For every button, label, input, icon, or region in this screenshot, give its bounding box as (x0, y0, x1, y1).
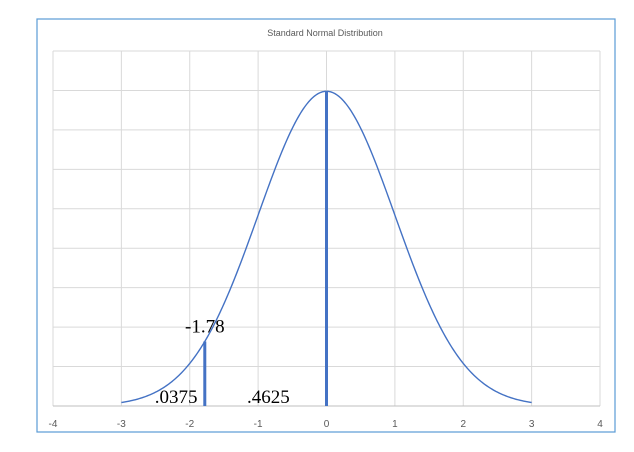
x-tick-label: 4 (597, 419, 603, 430)
x-tick-label: -2 (185, 419, 194, 430)
normal-curve (121, 90, 532, 404)
chart-title: Standard Normal Distribution (267, 28, 383, 38)
x-tick-label: 1 (392, 419, 398, 430)
x-tick-label: 2 (460, 419, 466, 430)
x-axis-tick-labels: -4 -3 -2 -1 0 1 2 3 4 (49, 419, 604, 430)
curve-layer (121, 90, 532, 404)
annotation-z-score: -1.78 (185, 316, 225, 337)
vertical-markers (203, 91, 328, 406)
x-tick-label: -1 (254, 419, 263, 430)
x-tick-label: 3 (529, 419, 535, 430)
annotation-tail-area: .0375 (155, 387, 198, 408)
x-tick-label: -4 (49, 419, 58, 430)
x-tick-label: 0 (324, 419, 330, 430)
x-tick-label: -3 (117, 419, 126, 430)
annotations: -1.78 .0375 .4625 (155, 316, 290, 408)
annotation-middle-area: .4625 (247, 387, 290, 408)
